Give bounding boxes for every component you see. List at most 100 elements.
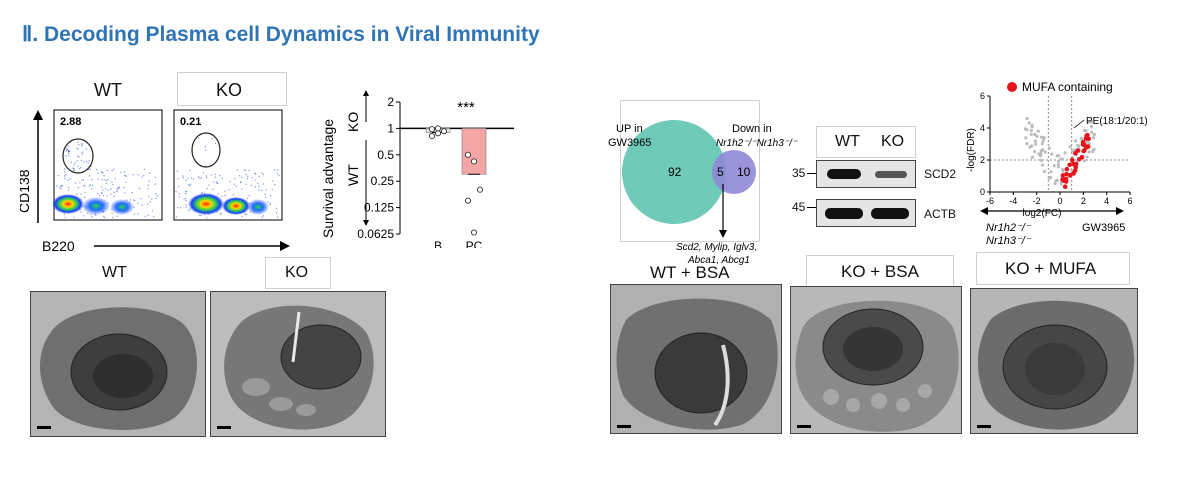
flow-dot	[217, 193, 219, 195]
volcano-point	[1073, 139, 1078, 143]
flow-dot	[69, 178, 71, 180]
flow-dot	[114, 178, 116, 180]
volcano-point	[1050, 152, 1054, 156]
venn-left-label-1: UP in	[616, 123, 643, 135]
volcano-mufa-point	[1067, 172, 1073, 178]
volcano-ytick-label: 0	[980, 187, 985, 197]
flow-dot	[246, 177, 249, 180]
flow-dot	[101, 178, 104, 181]
flow-dot	[254, 172, 256, 174]
volcano-point	[1042, 136, 1046, 140]
flow-dot	[102, 194, 105, 197]
volcano-point	[1063, 151, 1067, 155]
flow-dot	[79, 182, 81, 184]
flow-dot	[133, 213, 136, 215]
flow-dot	[151, 198, 153, 200]
flow-ko-gate	[191, 132, 221, 168]
flow-wt-gate	[62, 138, 94, 174]
flow-dot	[137, 174, 139, 176]
flow-dot	[155, 193, 157, 195]
flow-dot	[278, 174, 280, 177]
flow-dot	[248, 195, 250, 197]
flow-ko-pop-1	[188, 193, 224, 215]
volcano-mufa-points	[1060, 132, 1091, 190]
volcano-point	[1070, 149, 1075, 153]
flow-dot	[112, 168, 115, 170]
flow-dot	[250, 184, 253, 187]
volcano-xtick-label: 2	[1081, 196, 1086, 206]
volcano-point	[1028, 145, 1032, 149]
volcano-xlabel: log2(FC)	[1023, 208, 1062, 219]
volcano-mufa-point	[1060, 177, 1065, 182]
flow-dot	[148, 195, 150, 198]
volcano-annotation: PE(18:1/20:1)	[1086, 116, 1148, 127]
flow-dot	[232, 194, 235, 196]
flow-dot	[260, 189, 263, 191]
flow-dot	[76, 193, 78, 196]
flow-dot	[187, 184, 190, 186]
flow-dot	[228, 189, 230, 191]
flow-dot	[190, 177, 193, 179]
flow-dot	[80, 159, 82, 162]
em-right-label-3-box: KO + MUFA	[976, 252, 1130, 285]
flow-dot	[70, 161, 72, 164]
flow-dot	[264, 196, 267, 199]
western-scd2-blot	[816, 160, 916, 188]
flow-plot-wt: 2.88	[52, 109, 163, 221]
flow-dot	[244, 169, 247, 171]
flow-dot	[60, 184, 63, 187]
flow-dot	[103, 175, 105, 177]
western-wt: WT	[835, 133, 860, 150]
flow-dot	[205, 176, 208, 179]
flow-dot	[154, 183, 157, 185]
volcano-xtick-label: -2	[1033, 196, 1041, 206]
flow-dot	[81, 143, 83, 145]
flow-dot	[123, 171, 126, 173]
volcano-point	[1048, 175, 1053, 179]
volcano-ytick-label: 6	[980, 91, 985, 101]
flow-dot	[129, 199, 132, 201]
volcano-mufa-point	[1060, 173, 1066, 178]
flow-dot	[80, 211, 82, 213]
flow-dot	[64, 175, 66, 177]
flow-dot	[137, 213, 139, 215]
flow-dot	[219, 213, 222, 215]
flow-dot	[79, 167, 81, 170]
survival-xlabels: B PC	[434, 239, 483, 248]
survival-xlabel-B: B	[434, 239, 442, 248]
flow-dot	[246, 197, 249, 200]
flow-dot	[142, 174, 145, 176]
survival-ytick-label: 0.125	[364, 201, 394, 215]
survival-points	[428, 125, 484, 236]
flow-dot	[205, 217, 208, 219]
volcano-point	[1040, 163, 1045, 167]
flow-dot	[262, 183, 265, 185]
flow-dot	[152, 215, 155, 218]
flow-dot	[147, 184, 150, 186]
flow-dot	[80, 145, 83, 147]
flow-dot	[97, 192, 99, 195]
volcano-point	[1052, 164, 1056, 168]
flow-dot	[143, 168, 146, 171]
flow-dot	[277, 169, 279, 171]
flow-dot	[88, 175, 91, 177]
flow-dot	[87, 162, 89, 164]
flow-dot	[64, 177, 66, 180]
flow-dot	[72, 169, 75, 171]
flow-dot	[67, 152, 70, 155]
flow-dot	[65, 148, 68, 150]
flow-dot	[63, 170, 66, 173]
flow-dot	[118, 186, 121, 188]
flow-dot	[254, 173, 257, 175]
flow-dot	[100, 192, 103, 194]
volcano-point	[1060, 157, 1065, 161]
survival-ytick-label: 0.5	[377, 148, 394, 162]
flow-dot	[88, 185, 91, 187]
flow-dot	[83, 215, 85, 217]
volcano-mufa-point	[1062, 184, 1068, 190]
flow-dot	[186, 191, 188, 193]
flow-ko-pop-2	[222, 197, 250, 215]
volcano-point	[1029, 128, 1033, 133]
flow-dot	[91, 184, 94, 187]
flow-dot	[110, 188, 112, 190]
